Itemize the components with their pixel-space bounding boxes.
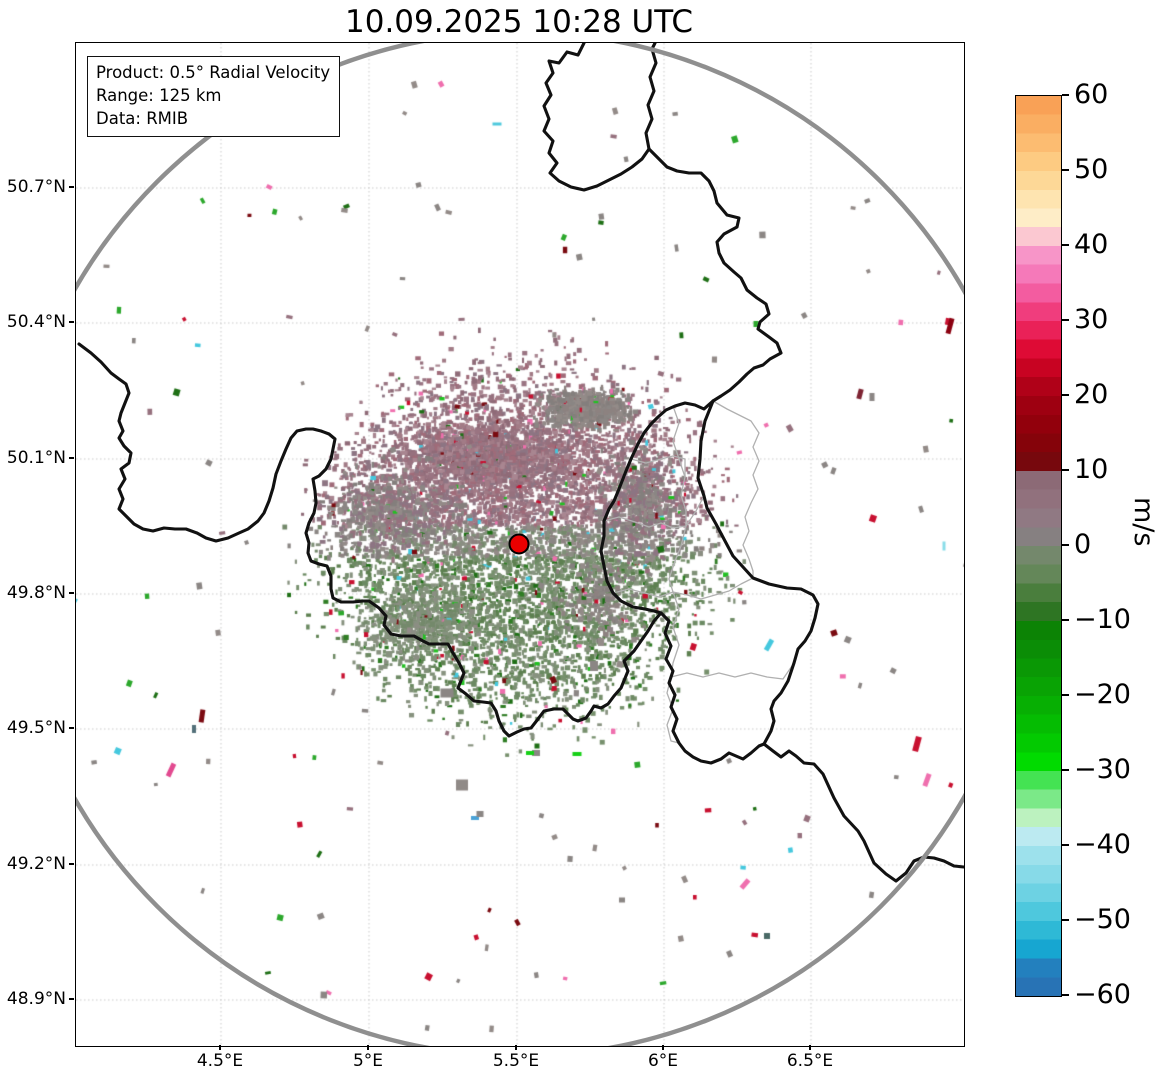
y-tick-label: 48.9°N <box>6 989 66 1009</box>
y-tick-mark <box>69 457 74 459</box>
colorbar-tick-label: −50 <box>1074 903 1131 935</box>
x-tick-label: 6°E <box>647 1051 679 1071</box>
radar-site-marker <box>510 535 529 554</box>
y-tick-mark <box>69 186 74 188</box>
national-border <box>764 744 964 881</box>
map-plot: Product: 0.5° Radial Velocity Range: 125… <box>75 42 965 1047</box>
y-tick-mark <box>69 321 74 323</box>
colorbar <box>1015 95 1062 997</box>
national-border <box>646 43 656 149</box>
colorbar-tick-label: 50 <box>1074 153 1109 185</box>
admin-border <box>669 406 686 592</box>
x-tick-label: 6.5°E <box>786 1051 834 1071</box>
colorbar-tick-mark <box>1062 469 1069 471</box>
colorbar-tick-label: 60 <box>1074 78 1109 110</box>
colorbar-tick-label: 10 <box>1074 453 1109 485</box>
colorbar-tick-mark <box>1062 844 1069 846</box>
x-tick-label: 5°E <box>352 1051 384 1071</box>
y-tick-label: 50.1°N <box>6 448 66 468</box>
national-border <box>601 401 818 763</box>
x-tick-mark <box>662 1045 664 1050</box>
colorbar-tick-mark <box>1062 994 1069 996</box>
colorbar-tick-label: −40 <box>1074 828 1131 860</box>
x-tick-label: 4.5°E <box>196 1051 244 1071</box>
colorbar-tick-label: −60 <box>1074 978 1131 1010</box>
data-line: Data: RMIB <box>96 109 189 129</box>
y-tick-label: 49.2°N <box>6 854 66 874</box>
y-tick-label: 49.8°N <box>6 583 66 603</box>
map-borders-overlay <box>76 43 964 1046</box>
admin-border <box>713 401 759 578</box>
colorbar-unit-label: m/s <box>1128 497 1159 547</box>
colorbar-tick-mark <box>1062 244 1069 246</box>
national-border <box>544 43 649 190</box>
y-tick-mark <box>69 863 74 865</box>
product-info-box: Product: 0.5° Radial Velocity Range: 125… <box>87 56 341 138</box>
colorbar-tick-mark <box>1062 694 1069 696</box>
colorbar-tick-label: 30 <box>1074 303 1109 335</box>
y-tick-label: 49.5°N <box>6 718 66 738</box>
admin-border <box>631 456 685 477</box>
colorbar-tick-label: −10 <box>1074 603 1131 635</box>
colorbar-tick-label: 20 <box>1074 378 1109 410</box>
colorbar-tick-mark <box>1062 919 1069 921</box>
admin-border <box>604 496 704 528</box>
colorbar-tick-label: −20 <box>1074 678 1131 710</box>
national-border <box>79 344 661 736</box>
admin-border <box>613 578 753 599</box>
colorbar-tick-mark <box>1062 619 1069 621</box>
y-tick-mark <box>69 998 74 1000</box>
colorbar-tick-mark <box>1062 769 1069 771</box>
x-tick-mark <box>809 1045 811 1050</box>
y-tick-label: 50.4°N <box>6 312 66 332</box>
y-tick-label: 50.7°N <box>6 177 66 197</box>
y-tick-mark <box>69 592 74 594</box>
x-tick-mark <box>219 1045 221 1050</box>
y-tick-mark <box>69 727 74 729</box>
x-tick-label: 5.5°E <box>492 1051 540 1071</box>
colorbar-tick-label: 0 <box>1074 528 1092 560</box>
product-line: Product: 0.5° Radial Velocity <box>96 63 331 82</box>
colorbar-tick-mark <box>1062 319 1069 321</box>
admin-border <box>671 663 794 679</box>
range-line: Range: 125 km <box>96 86 222 106</box>
colorbar-tick-mark <box>1062 94 1069 96</box>
x-tick-mark <box>367 1045 369 1050</box>
colorbar-tick-mark <box>1062 394 1069 396</box>
colorbar-tick-mark <box>1062 169 1069 171</box>
page-title: 10.09.2025 10:28 UTC <box>345 4 693 40</box>
x-tick-mark <box>515 1045 517 1050</box>
colorbar-tick-label: 40 <box>1074 228 1109 260</box>
national-border <box>649 149 781 401</box>
colorbar-tick-label: −30 <box>1074 753 1131 785</box>
colorbar-tick-mark <box>1062 544 1069 546</box>
